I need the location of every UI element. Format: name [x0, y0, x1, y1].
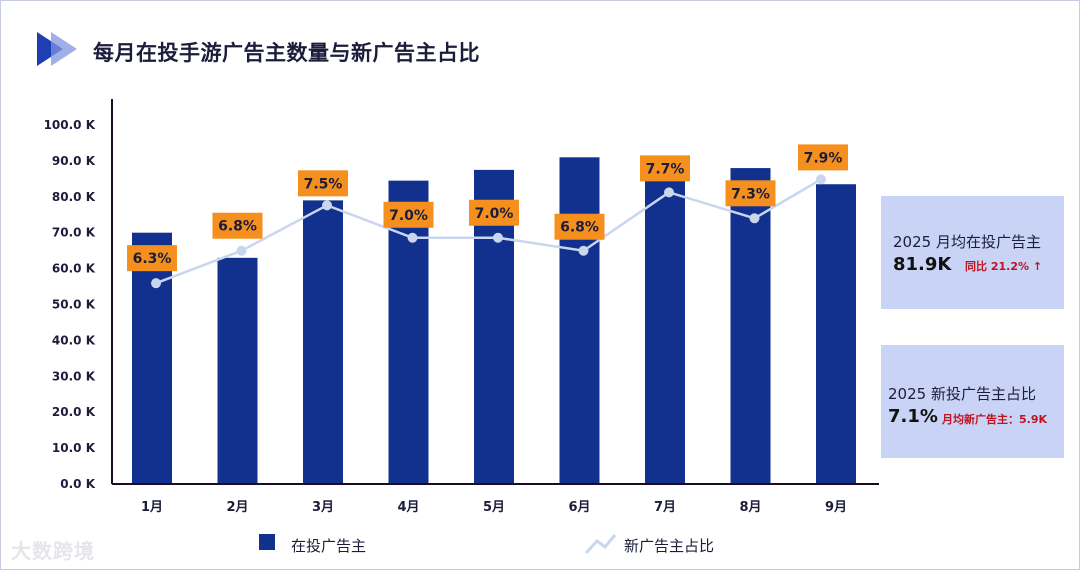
data-label-text: 7.0% — [389, 208, 428, 224]
line-point — [578, 245, 589, 256]
y-tick-label: 40.0 K — [52, 333, 96, 347]
x-tick-label: 3月 — [312, 500, 334, 515]
data-label-text: 6.8% — [218, 219, 257, 235]
x-tick-label: 6月 — [568, 500, 590, 515]
data-label: 7.3% — [725, 180, 776, 207]
data-label-box — [725, 180, 776, 207]
kpi-card-avg-advertisers: 2025 月均在投广告主 81.9K 同比 21.2% ↑ — [881, 196, 1064, 309]
y-tick-label: 90.0 K — [52, 154, 96, 168]
legend-swatch-line — [584, 534, 617, 555]
data-label: 7.9% — [798, 144, 848, 171]
legend-swatch-bars — [259, 534, 275, 550]
page-title: 每月在投手游广告主数量与新广告主占比 — [93, 41, 480, 65]
data-label-box — [212, 212, 263, 239]
kpi-note: 同比 21.2% ↑ — [965, 260, 1043, 273]
title-arrow-icon — [37, 32, 77, 66]
bar — [303, 200, 343, 484]
watermark: 大数跨境 — [11, 539, 95, 563]
line-point — [664, 187, 674, 198]
line-point — [236, 245, 247, 256]
x-tick-label: 9月 — [825, 500, 847, 515]
data-label-box — [798, 144, 848, 171]
data-label: 7.0% — [383, 201, 434, 228]
y-tick-label: 70.0 K — [52, 226, 96, 240]
x-tick-label: 4月 — [397, 500, 419, 515]
data-label-box — [640, 155, 690, 182]
x-tick-label: 8月 — [739, 500, 761, 515]
data-label: 7.0% — [469, 199, 519, 226]
bar — [132, 232, 172, 484]
line-point — [749, 213, 760, 224]
legend-label-bars: 在投广告主 — [291, 537, 367, 555]
bar — [645, 175, 685, 484]
line-point — [322, 200, 332, 211]
data-label-box — [298, 170, 348, 197]
data-label: 7.7% — [640, 155, 690, 182]
data-label-box — [383, 201, 434, 228]
data-label-box — [127, 245, 177, 272]
x-tick-label: 1月 — [141, 500, 163, 515]
bar — [217, 257, 258, 484]
line-point — [493, 232, 503, 243]
data-label-text: 6.8% — [560, 220, 599, 236]
y-tick-label: 10.0 K — [52, 441, 96, 455]
y-tick-label: 30.0 K — [52, 369, 96, 383]
data-label-text: 6.3% — [133, 251, 172, 267]
data-label: 7.5% — [298, 170, 348, 197]
kpi-title: 2025 月均在投广告主 — [893, 233, 1041, 251]
data-label-text: 7.3% — [731, 186, 770, 202]
y-tick-label: 80.0 K — [52, 190, 96, 204]
bar — [559, 157, 600, 484]
x-tick-label: 5月 — [483, 500, 505, 515]
kpi-value: 7.1% — [888, 406, 938, 427]
y-tick-label: 50.0 K — [52, 298, 96, 312]
data-label-text: 7.7% — [646, 161, 685, 177]
data-label: 6.3% — [127, 245, 177, 272]
data-label-box — [469, 199, 519, 226]
y-tick-label: 20.0 K — [52, 405, 96, 419]
kpi-note: 月均新广告主：5.9K — [942, 413, 1048, 426]
data-label: 6.8% — [554, 213, 605, 240]
kpi-card-new-advertiser-share: 2025 新投广告主占比 7.1% 月均新广告主：5.9K — [881, 345, 1064, 458]
line-point — [151, 278, 161, 289]
line-point — [816, 174, 826, 185]
y-tick-label: 100.0 K — [44, 118, 96, 132]
data-label: 6.8% — [212, 212, 263, 239]
line-point — [407, 232, 418, 243]
x-tick-label: 7月 — [654, 500, 676, 515]
bar — [816, 184, 856, 485]
x-tick-label: 2月 — [226, 500, 248, 515]
y-tick-label: 60.0 K — [52, 262, 96, 276]
data-label-text: 7.5% — [304, 176, 343, 192]
y-tick-label: 0.0 K — [60, 477, 95, 491]
data-label-text: 7.0% — [475, 206, 514, 222]
kpi-title: 2025 新投广告主占比 — [888, 385, 1036, 403]
kpi-value: 81.9K — [893, 254, 952, 275]
legend-label-line: 新广告主占比 — [624, 537, 715, 555]
data-label-text: 7.9% — [804, 150, 843, 166]
data-label-box — [554, 213, 605, 240]
